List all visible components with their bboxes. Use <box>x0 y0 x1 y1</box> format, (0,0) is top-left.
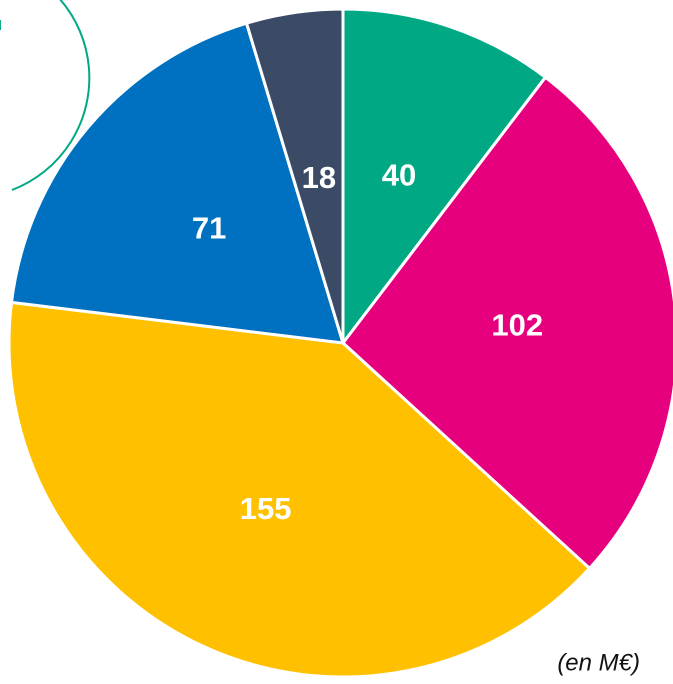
data-label: 71 <box>192 210 226 245</box>
pie-slice <box>341 75 673 570</box>
data-label: 155 <box>240 491 292 526</box>
data-label: 18 <box>302 160 336 195</box>
data-label: 40 <box>382 157 416 192</box>
pie-slice <box>7 300 592 679</box>
decorative-arc <box>0 0 91 191</box>
pie-slice <box>245 7 345 345</box>
data-label: 102 <box>491 308 543 343</box>
pie-slice <box>341 7 547 345</box>
unit-note: (en M€) <box>557 649 640 676</box>
pie-slice <box>9 21 345 345</box>
